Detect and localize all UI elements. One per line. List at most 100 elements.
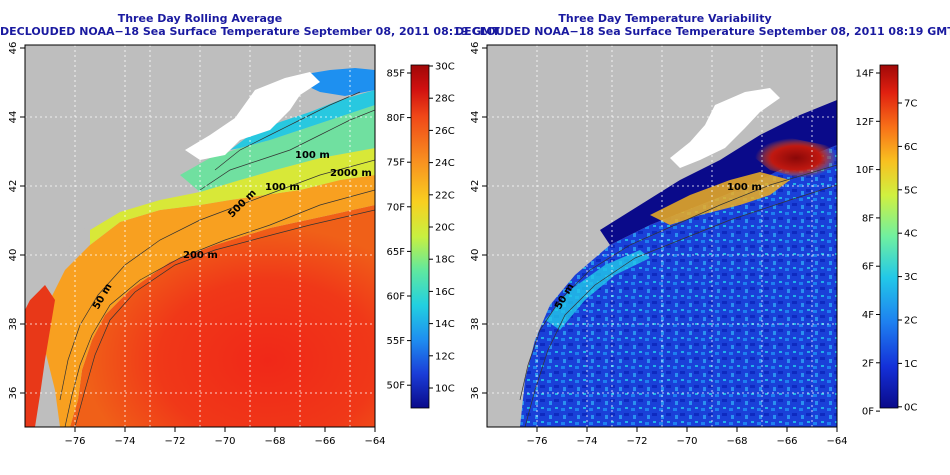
contour-line	[519, 164, 837, 401]
ocean-variability-field	[520, 145, 837, 427]
contour-label: 200 m	[183, 250, 218, 261]
variability-colorbar	[879, 64, 899, 409]
colorbar-fahrenheit-label: 75F	[387, 158, 406, 169]
right-title-sub: DECLOUDED NOAA−18 Sea Surface Temperatur…	[455, 25, 950, 38]
contour-label: 100 m	[265, 182, 300, 193]
x-tick-label: −70	[676, 436, 697, 447]
colorbar-celsius-label: 0C	[904, 402, 917, 413]
colorbar-celsius-label: 1C	[904, 359, 917, 370]
colorbar-celsius-label: 30C	[435, 62, 455, 73]
right-map-panel	[487, 45, 837, 427]
y-tick-label: 38	[8, 318, 19, 331]
colorbar-fahrenheit-label: 70F	[387, 202, 406, 213]
colorbar-fahrenheit-label: 60F	[387, 292, 406, 303]
colorbar-celsius-label: 10C	[435, 384, 455, 395]
y-tick-label: 46	[8, 42, 19, 55]
variability-colorbar-labels: 14F 12F 10F 8F 6F 4F 2F 0F 7C 6C 5C 4C 3C 2C 1C 0C	[856, 69, 918, 418]
colorbar-fahrenheit-label: 12F	[856, 117, 875, 128]
ocean-green-band	[180, 105, 375, 192]
left-title-main: Three Day Rolling Average	[117, 12, 283, 25]
colorbar-celsius-label: 20C	[435, 223, 455, 234]
left-map-frame	[24, 44, 376, 428]
colorbar-celsius-label: 2C	[904, 316, 917, 327]
y-tick-label: 38	[470, 318, 481, 331]
colorbar-fahrenheit-label: 2F	[862, 358, 874, 369]
y-tick-label: 40	[8, 249, 19, 262]
colorbar-fahrenheit-label: 14F	[856, 69, 875, 80]
sst-colorbar-labels: 85F 80F 75F 70F 65F 60F 55F 50F 30C 28C 26C 24C 22C 2…	[387, 62, 455, 395]
y-tick-label: 42	[470, 180, 481, 193]
left-title-sub: DECLOUDED NOAA−18 Sea Surface Temperatur…	[0, 25, 500, 38]
contour-line	[214, 91, 361, 171]
y-tick-label: 36	[470, 387, 481, 400]
contour-label: 2000 m	[330, 168, 372, 179]
left-map-panel	[25, 45, 375, 427]
ocean-warm-band	[650, 172, 790, 225]
colorbar-fahrenheit-label: 65F	[387, 247, 406, 258]
x-tick-label: −68	[726, 436, 747, 447]
y-tick-label: 42	[8, 180, 19, 193]
ocean-cyan-gulf	[230, 90, 375, 150]
colorbar-celsius-label: 6C	[904, 142, 917, 153]
coast-land	[25, 45, 375, 305]
colorbar-celsius-label: 22C	[435, 190, 455, 201]
y-tick-label: 44	[8, 111, 19, 124]
colorbar-celsius-label: 24C	[435, 158, 455, 169]
colorbar-celsius-label: 5C	[904, 185, 917, 196]
sst-colorbar	[410, 64, 430, 409]
colorbar-celsius-label: 26C	[435, 126, 455, 137]
colorbar-celsius-label: 28C	[435, 94, 455, 105]
colorbar-celsius-label: 4C	[904, 229, 917, 240]
y-tick-label: 46	[470, 42, 481, 55]
y-tick-label: 40	[470, 249, 481, 262]
contour-label: 100 m	[727, 182, 762, 193]
island-white	[670, 88, 780, 168]
x-tick-label: −70	[214, 436, 235, 447]
ocean-deep-blue-north	[600, 100, 837, 245]
colorbar-fahrenheit-label: 4F	[862, 310, 874, 321]
contour-line	[64, 189, 375, 427]
island-white	[185, 72, 320, 160]
colorbar-fahrenheit-label: 6F	[862, 262, 874, 273]
contour-line	[74, 209, 375, 427]
ocean-shelf-yellow	[90, 148, 375, 245]
colorbar-fahrenheit-label: 8F	[862, 213, 874, 224]
contour-line	[59, 159, 375, 401]
right-axes: −76 −74 −72 −70 −68 −66 −64 36 38 40 42 44 46	[470, 42, 848, 447]
x-tick-label: −64	[826, 436, 847, 447]
colorbar-celsius-label: 3C	[904, 272, 917, 283]
colorbar-fahrenheit-label: 80F	[387, 113, 406, 124]
x-tick-label: −74	[576, 436, 597, 447]
colorbar-celsius-label: 18C	[435, 255, 455, 266]
x-tick-label: −74	[114, 436, 135, 447]
ocean-warm-region	[70, 205, 375, 427]
colorbar-celsius-label: 14C	[435, 319, 455, 330]
colorbar-celsius-label: 7C	[904, 99, 917, 110]
graticule	[487, 45, 837, 427]
colorbar-fahrenheit-label: 10F	[856, 165, 875, 176]
colorbar-celsius-label: 12C	[435, 351, 455, 362]
x-tick-label: −66	[314, 436, 335, 447]
y-tick-label: 44	[470, 111, 481, 124]
right-title-main: Three Day Temperature Variability	[558, 12, 772, 25]
ocean-shelf-orange	[45, 175, 375, 427]
contour-line	[524, 184, 837, 427]
x-tick-label: −72	[626, 436, 647, 447]
ocean-blue-patch	[300, 68, 375, 96]
right-map-frame	[486, 44, 838, 428]
colorbar-fahrenheit-label: 0F	[862, 407, 874, 418]
graticule	[25, 45, 375, 427]
ocean-coastal-red	[25, 285, 55, 427]
colorbar-fahrenheit-label: 50F	[387, 381, 406, 392]
x-tick-label: −72	[164, 436, 185, 447]
colorbar-celsius-label: 16C	[435, 287, 455, 298]
contour-label: 100 m	[295, 150, 330, 161]
colorbar-fahrenheit-label: 85F	[387, 69, 406, 80]
colorbar-fahrenheit-label: 55F	[387, 336, 406, 347]
x-tick-label: −76	[64, 436, 85, 447]
ocean-hot-patch	[755, 138, 837, 178]
left-axes: −76 −74 −72 −70 −68 −66 −64 36 38 40 42 44 46	[8, 42, 386, 447]
ocean-cyan-streak	[545, 250, 650, 330]
y-tick-label: 36	[8, 387, 19, 400]
